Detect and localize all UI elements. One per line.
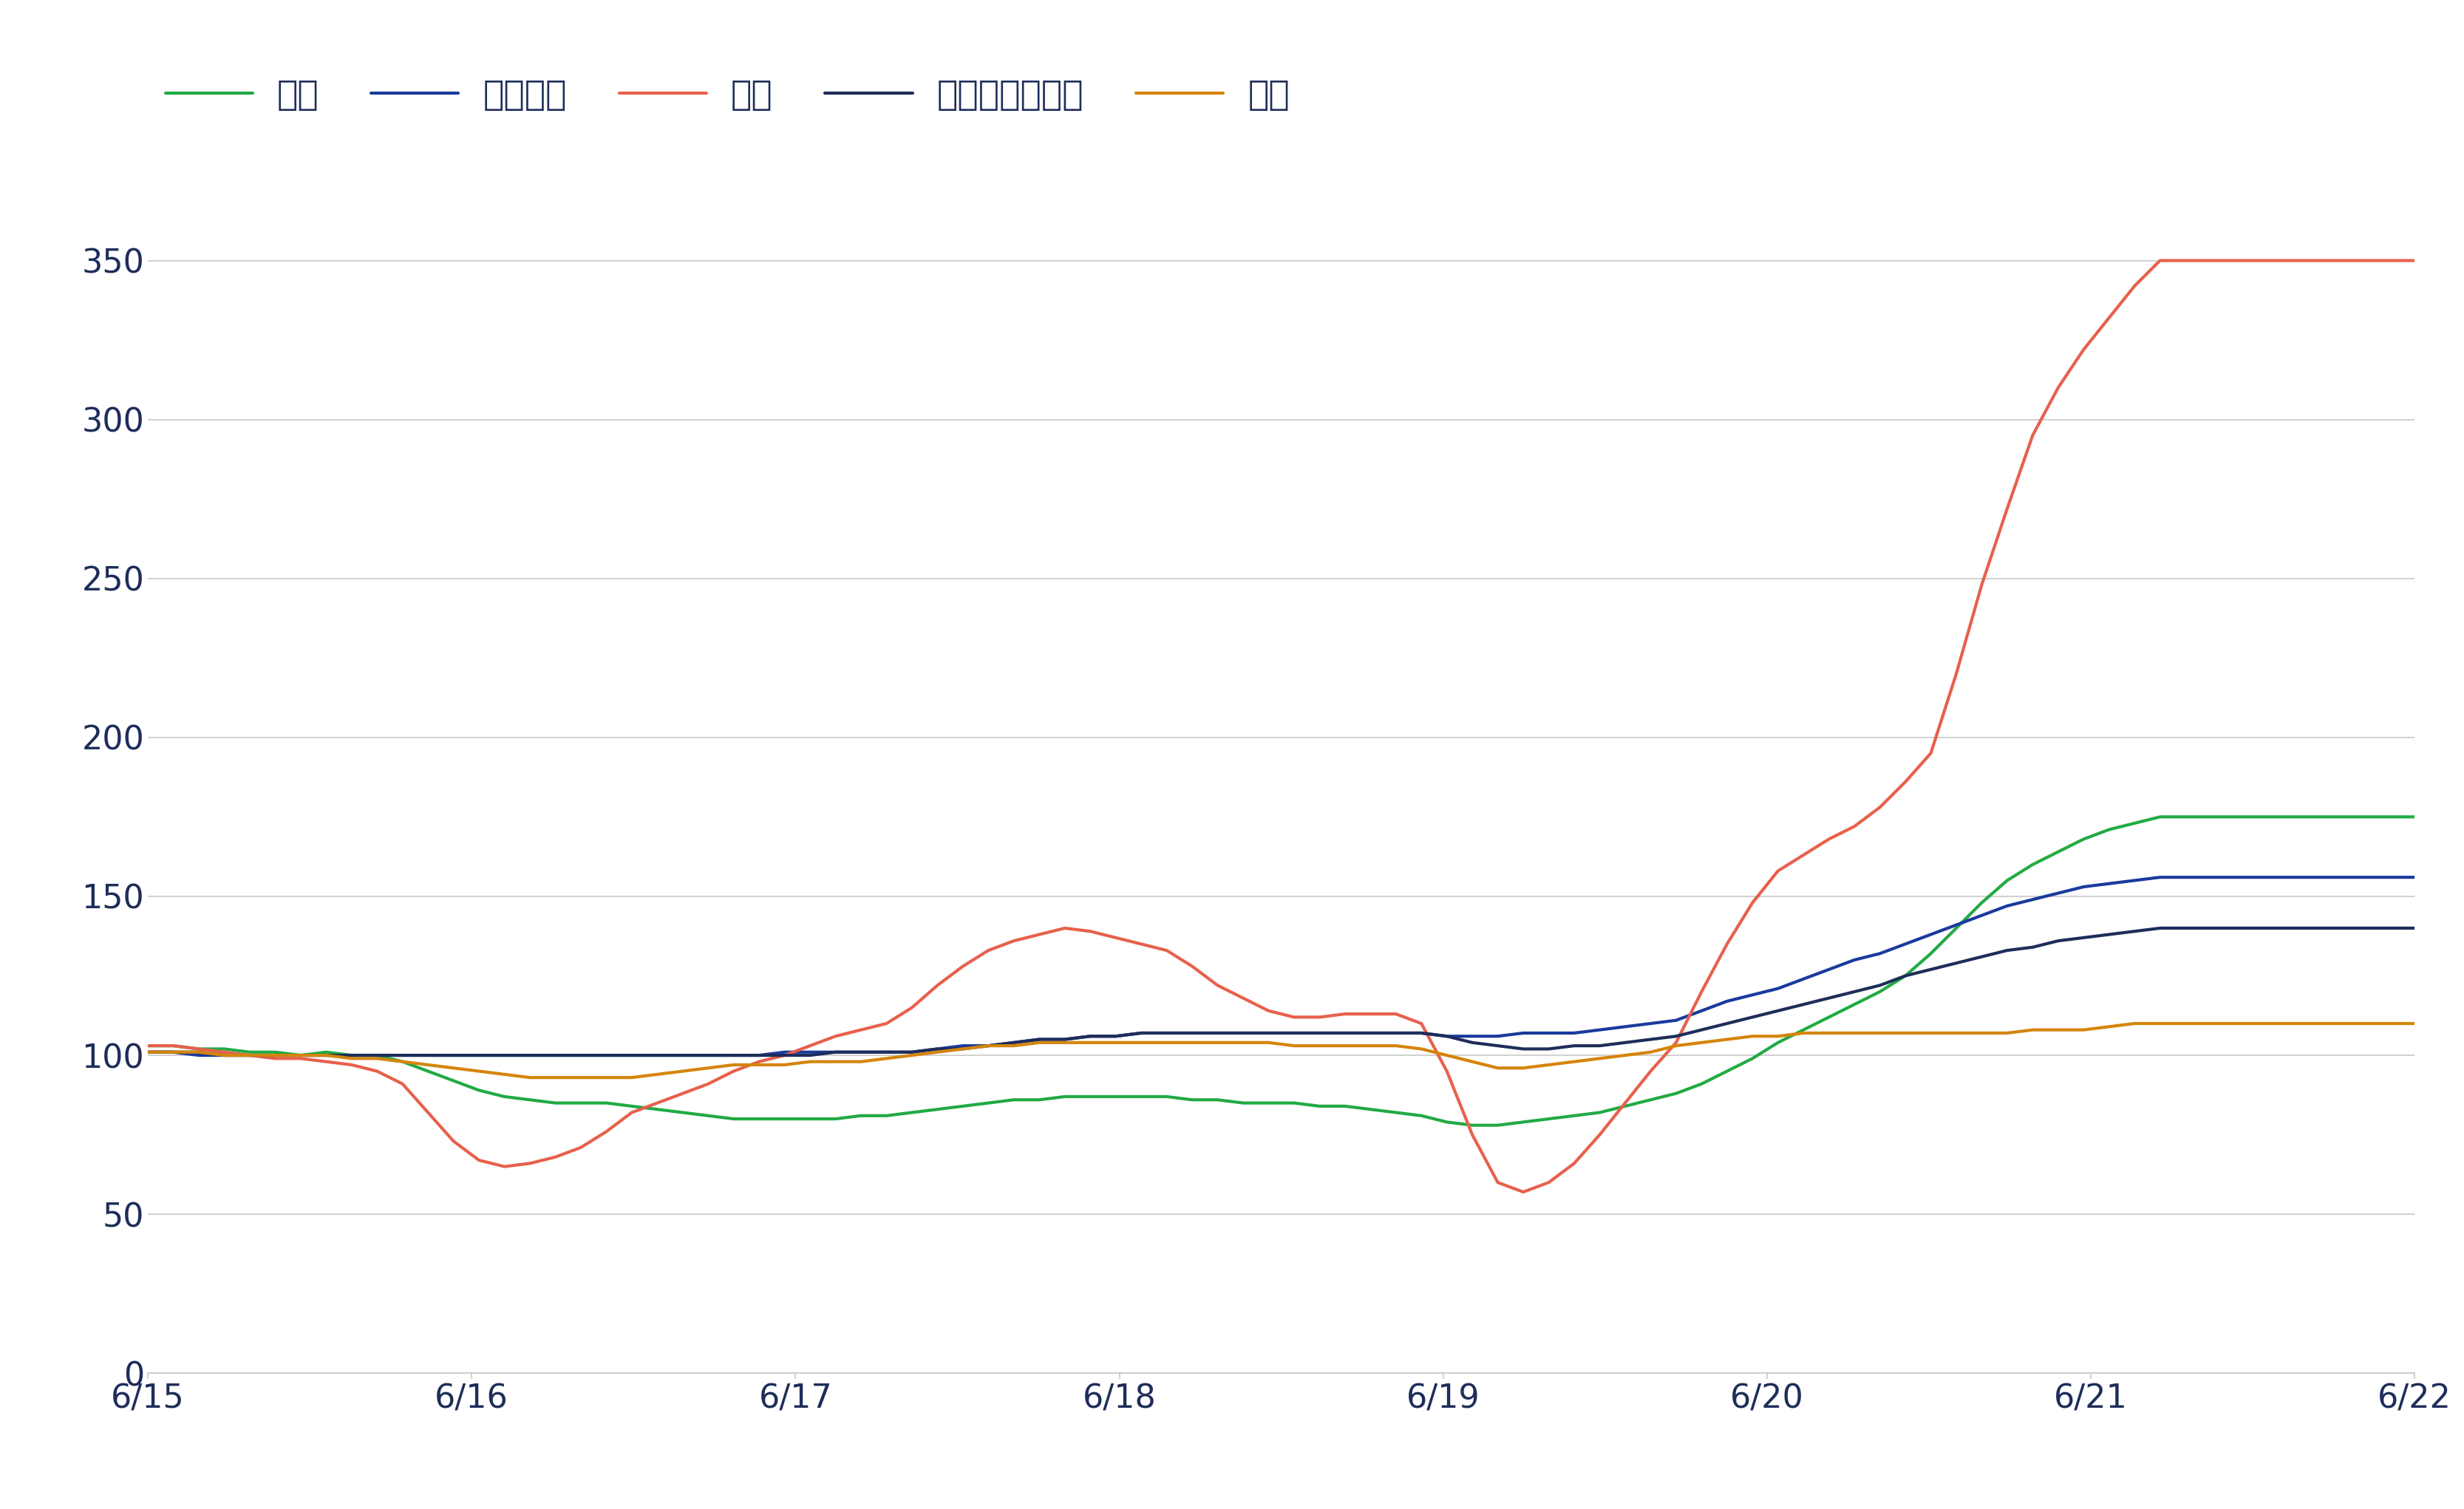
- 货车运输: [2400, 868, 2430, 886]
- 伐木: [845, 1053, 875, 1071]
- 伐木: [2094, 1017, 2124, 1035]
- 植林和幼苗培植: [2400, 919, 2430, 937]
- 货车运输: [185, 1046, 214, 1064]
- 肥料: [1737, 1049, 1767, 1067]
- 柴油: [439, 1132, 468, 1150]
- 肥料: [2146, 807, 2176, 825]
- 植林和幼苗培植: [463, 1046, 493, 1064]
- 伐木: [133, 1043, 163, 1061]
- 伐木: [1737, 1028, 1767, 1046]
- Line: 肥料: 肥料: [148, 816, 2415, 1126]
- 货车运输: [2146, 868, 2176, 886]
- 柴油: [1508, 1183, 1538, 1201]
- 植林和幼苗培植: [2094, 925, 2124, 943]
- 植林和幼苗培植: [133, 1043, 163, 1061]
- 肥料: [2094, 821, 2124, 839]
- 植林和幼苗培植: [845, 1043, 875, 1061]
- 货车运输: [2094, 875, 2124, 893]
- 肥料: [1459, 1117, 1488, 1135]
- 货车运输: [463, 1046, 493, 1064]
- 伐木: [515, 1068, 545, 1086]
- 柴油: [133, 1037, 163, 1055]
- 伐木: [2348, 1014, 2378, 1032]
- 植林和幼苗培植: [1737, 1008, 1767, 1026]
- 肥料: [821, 1109, 850, 1127]
- 货车运输: [1737, 985, 1767, 1003]
- 植林和幼苗培植: [209, 1046, 239, 1064]
- 伐木: [2043, 1020, 2072, 1038]
- 柴油: [1737, 893, 1767, 911]
- 柴油: [2400, 252, 2430, 270]
- 货车运输: [2348, 868, 2378, 886]
- Line: 伐木: 伐木: [148, 1023, 2415, 1077]
- 柴油: [2348, 252, 2378, 270]
- 伐木: [439, 1059, 468, 1077]
- 货车运输: [133, 1043, 163, 1061]
- 肥料: [2400, 807, 2430, 825]
- 货车运输: [845, 1043, 875, 1061]
- 植林和幼苗培植: [2043, 931, 2072, 949]
- Line: 货车运输: 货车运输: [148, 877, 2415, 1055]
- 柴油: [2043, 379, 2072, 397]
- 柴油: [821, 1028, 850, 1046]
- 肥料: [439, 1071, 468, 1089]
- 肥料: [2348, 807, 2378, 825]
- Line: 柴油: 柴油: [148, 261, 2415, 1192]
- 柴油: [2094, 309, 2124, 327]
- 柴油: [2146, 252, 2176, 270]
- Line: 植林和幼苗培植: 植林和幼苗培植: [148, 928, 2415, 1055]
- Legend: 肥料, 货车运输, 柴油, 植林和幼苗培植, 伐木: 肥料, 货车运输, 柴油, 植林和幼苗培植, 伐木: [165, 80, 1289, 113]
- 伐木: [2119, 1014, 2149, 1032]
- 货车运输: [2043, 884, 2072, 902]
- 肥料: [133, 1037, 163, 1055]
- 肥料: [2043, 844, 2072, 862]
- 伐木: [2400, 1014, 2430, 1032]
- 植林和幼苗培植: [2146, 919, 2176, 937]
- 植林和幼苗培植: [2348, 919, 2378, 937]
